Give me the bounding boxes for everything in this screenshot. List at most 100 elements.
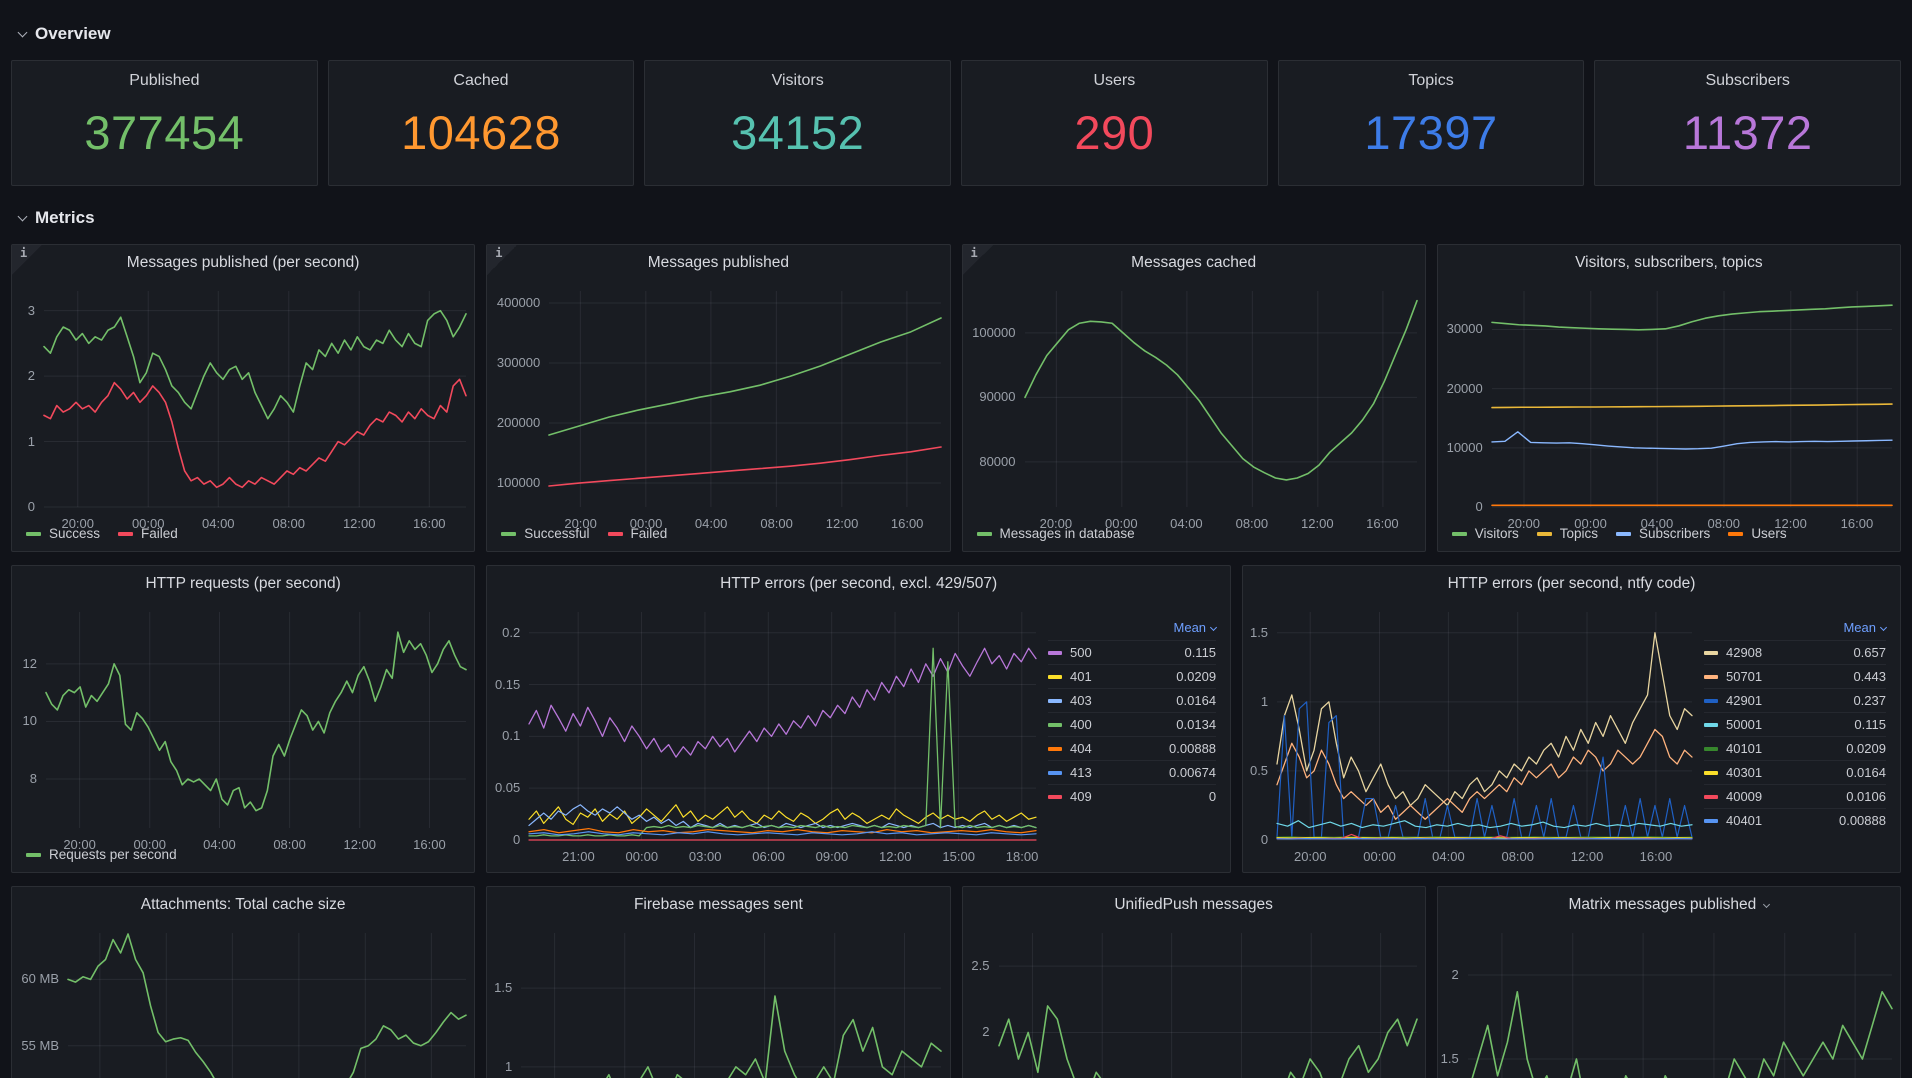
y-axis-label: 8 (29, 771, 37, 787)
legend-item-Success[interactable]: Success (26, 526, 100, 541)
chart-canvas (549, 291, 941, 507)
y-axis-label: 1 (27, 433, 35, 449)
stat-label: Visitors (771, 72, 824, 89)
legend-label: Topics (1559, 526, 1599, 541)
legend-table-row-40009[interactable]: 40009 0.0106 (1703, 784, 1886, 808)
legend-table-row-42908[interactable]: 42908 0.657 (1703, 640, 1886, 664)
panel-title[interactable]: Matrix messages published (1438, 887, 1900, 923)
info-icon[interactable] (962, 245, 993, 275)
series-400 (529, 648, 1036, 836)
legend-item-Failed[interactable]: Failed (607, 526, 668, 541)
x-axis-label: 15:00 (942, 849, 975, 864)
chevron-down-icon (1763, 900, 1771, 909)
series-Requests per second (46, 632, 466, 811)
legend-table-row-50701[interactable]: 50701 0.443 (1703, 664, 1886, 688)
legend-table-row-403[interactable]: 403 0.0164 (1048, 688, 1217, 712)
stat-value: 290 (1074, 106, 1155, 159)
legend-label: Failed (630, 526, 668, 541)
x-axis-label: 16:00 (1840, 516, 1874, 531)
legend-table-row-40401[interactable]: 40401 0.00888 (1703, 808, 1886, 832)
legend-table-row-50001[interactable]: 50001 0.115 (1703, 712, 1886, 736)
info-icon[interactable] (487, 245, 518, 275)
legend-table-row-500[interactable]: 500 0.115 (1048, 640, 1217, 664)
legend-table-row-409[interactable]: 409 0 (1048, 784, 1217, 808)
panel-unifiedpush-messages: UnifiedPush messages 2.521.51 (961, 886, 1426, 1078)
chart-canvas (68, 933, 466, 1078)
legend-swatch (26, 852, 41, 857)
legend-swatch (1048, 722, 1063, 727)
y-axis-label: 100000 (496, 475, 541, 490)
chart-plot-area[interactable]: 1.510.5 (487, 923, 949, 1078)
x-axis-label: 08:00 (1235, 516, 1269, 531)
legend-mean-value: 0.00674 (1169, 765, 1217, 780)
chart-plot-area[interactable]: 1.5 1 0.5 0 20:00 00:00 04:00 08:00 12:00 16:00 (1243, 602, 1700, 872)
legend-item-Requests per second[interactable]: Requests per second (26, 847, 177, 862)
legend-item-Visitors[interactable]: Visitors (1451, 526, 1519, 541)
chart-plot-area[interactable]: 30000 20000 10000 0 20:00 00:00 04:00 08:00 12:0… (1438, 281, 1900, 531)
panel-title[interactable]: Attachments: Total cache size (140, 896, 346, 913)
legend-table-row-413[interactable]: 413 0.00674 (1048, 760, 1217, 784)
section-header-overview[interactable]: Overview (17, 24, 1901, 44)
legend-swatch (26, 531, 41, 536)
legend-item-Messages in database[interactable]: Messages in database (976, 526, 1135, 541)
legend-table: Mean 500 0.115 401 0.0209 403 0.0164 400 0.0134 4… (1044, 602, 1230, 872)
legend-mean-value: 0.0209 (1846, 741, 1886, 756)
chart-plot-area[interactable]: 12 10 8 20:00 00:00 04:00 08:00 12:00 16:00 (12, 602, 474, 852)
chart-plot-area[interactable]: 3 2 1 0 20:00 00:00 04:00 08:00 12:00 16:00 (12, 281, 474, 531)
y-axis-label: 0.15 (494, 676, 521, 692)
legend-table-row-40301[interactable]: 40301 0.0164 (1703, 760, 1886, 784)
chart-canvas (1025, 291, 1417, 507)
panel-title[interactable]: Firebase messages sent (633, 896, 803, 913)
legend-item-Topics[interactable]: Topics (1536, 526, 1599, 541)
x-axis-label: 04:00 (203, 837, 236, 852)
legend-mean-sort[interactable]: Mean (1048, 620, 1218, 635)
legend-table-row-404[interactable]: 404 0.00888 (1048, 736, 1217, 760)
panel-visitors-subscribers-topics: Visitors, subscribers, topics 30000 20000… (1436, 244, 1901, 552)
chart-plot-area[interactable]: 21.51 (1438, 923, 1900, 1078)
panel-title[interactable]: Messages published (647, 254, 790, 271)
panel-http-errors-excl: HTTP errors (per second, excl. 429/507) … (486, 565, 1232, 873)
legend-table-row-401[interactable]: 401 0.0209 (1048, 664, 1217, 688)
chart-plot-area[interactable]: 100000 90000 80000 20:00 00:00 04:00 08:00 12:0… (963, 281, 1425, 531)
legend-swatch (501, 531, 517, 536)
panel-title[interactable]: Visitors, subscribers, topics (1575, 254, 1763, 271)
stat-panel-published: Published 377454 (11, 60, 318, 186)
legend-item-Successful[interactable]: Successful (501, 526, 590, 541)
chart-canvas (999, 933, 1417, 1078)
chart-plot-area[interactable]: 2.521.51 (963, 923, 1425, 1078)
section-header-metrics[interactable]: Metrics (17, 208, 1901, 228)
chart-plot-area[interactable]: 60 MB 55 MB (12, 923, 474, 1078)
legend-table-row-400[interactable]: 400 0.0134 (1048, 712, 1217, 736)
chart-canvas (521, 933, 941, 1078)
legend-mean-value: 0.00888 (1169, 741, 1217, 756)
legend-mean-value: 0.237 (1853, 693, 1886, 708)
panel-title[interactable]: Messages cached (1131, 254, 1257, 271)
y-axis-label: 400000 (496, 295, 541, 310)
legend-table-row-40101[interactable]: 40101 0.0209 (1703, 736, 1886, 760)
chart-plot-area[interactable]: 400000 300000 200000 100000 20:00 00:00 04:00 0… (487, 281, 949, 531)
panel-title[interactable]: HTTP errors (per second, ntfy code) (1447, 575, 1696, 592)
x-axis-label: 16:00 (1639, 849, 1673, 864)
panel-title[interactable]: HTTP requests (per second) (145, 575, 341, 592)
metrics-row-1: Messages published (per second) 3 2 1 0 20:0… (11, 244, 1901, 552)
chart-plot-area[interactable]: 0.2 0.15 0.1 0.05 0 21:00 00:00 03:00 06:00 09:00… (487, 602, 1044, 872)
legend-mean-value: 0.0134 (1176, 717, 1217, 732)
legend-swatch (607, 531, 623, 536)
legend-mean-sort[interactable]: Mean (1704, 620, 1888, 635)
stat-panel-cached: Cached 104628 (327, 60, 635, 186)
x-axis-label: 04:00 (1170, 516, 1203, 531)
x-axis-label: 00:00 (629, 516, 663, 531)
panel-title[interactable]: UnifiedPush messages (1114, 896, 1273, 913)
y-axis-label: 0 (513, 832, 521, 847)
info-icon[interactable] (12, 245, 42, 275)
legend-table-row-42901[interactable]: 42901 0.237 (1703, 688, 1886, 712)
panel-title[interactable]: HTTP errors (per second, excl. 429/507) (720, 575, 998, 592)
x-axis-label: 00:00 (1105, 516, 1138, 531)
chart-legend: Messages in database (963, 524, 1425, 551)
legend-item-Users[interactable]: Users (1728, 526, 1787, 541)
panel-messages-published-rate: Messages published (per second) 3 2 1 0 20:0… (11, 244, 476, 552)
panel-title[interactable]: Messages published (per second) (126, 254, 360, 271)
legend-item-Failed[interactable]: Failed (118, 526, 178, 541)
legend-swatch (1048, 650, 1063, 655)
legend-item-Subscribers[interactable]: Subscribers (1616, 526, 1710, 541)
